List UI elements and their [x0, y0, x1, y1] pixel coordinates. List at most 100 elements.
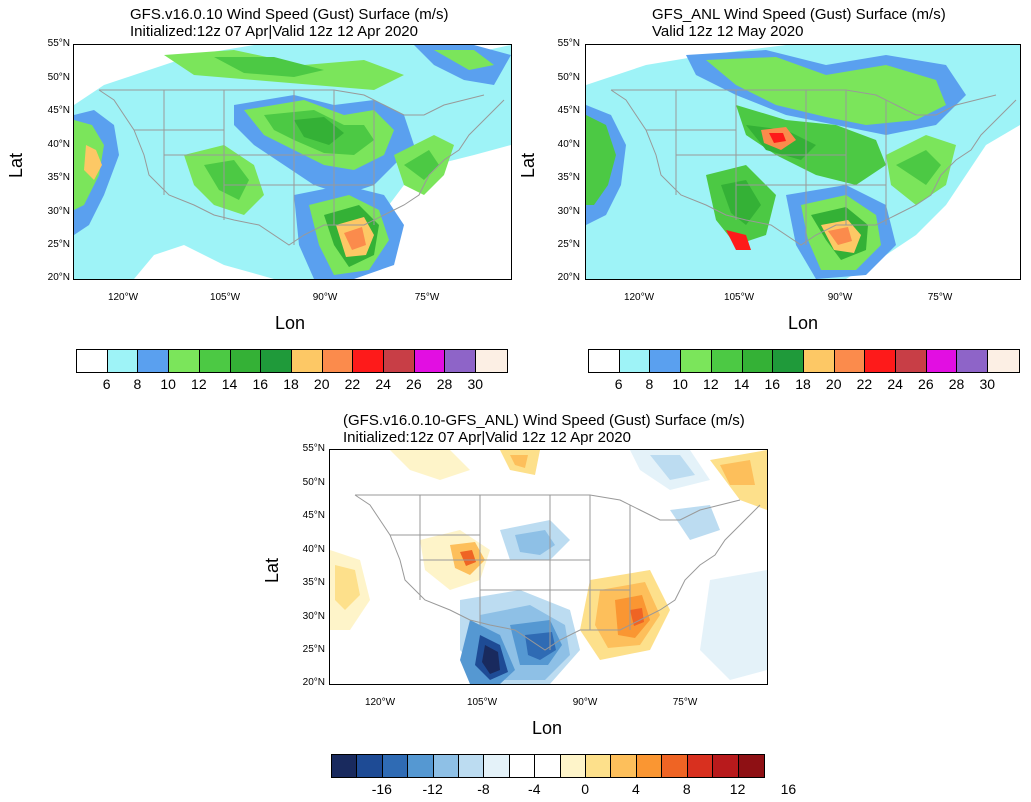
colorbar-swatch — [353, 350, 385, 372]
colorbar-label: 18 — [283, 376, 299, 392]
colorbar-swatch — [738, 755, 764, 777]
colorbar-label: 28 — [948, 376, 965, 392]
colorbar-label: 28 — [436, 376, 453, 392]
x-axis-label: Lon — [275, 313, 306, 333]
panel-title-line1: GFS.v16.0.10 Wind Speed (Gust) Surface (… — [130, 6, 449, 23]
colorbar-label: 6 — [614, 376, 623, 392]
ytick-label: 50°N — [302, 477, 325, 488]
colorbar-label: 12 — [191, 376, 207, 392]
x-axis-label: Lon — [532, 718, 563, 738]
colorbar-swatch — [107, 350, 139, 372]
diff-colorbar — [331, 754, 765, 778]
colorbar-swatch — [773, 350, 804, 372]
colorbar-swatch — [169, 350, 200, 372]
ytick-label: 55°N — [47, 38, 70, 49]
xtick-label: 105°W — [723, 292, 755, 303]
colorbar-swatch — [713, 755, 739, 777]
ytick-label: 45°N — [302, 510, 325, 521]
panel-title-line1: (GFS.v16.0.10-GFS_ANL) Wind Speed (Gust)… — [343, 412, 745, 429]
colorbar-label: -4 — [528, 781, 541, 797]
colorbar-swatch — [619, 350, 651, 372]
colorbar-label: 20 — [313, 376, 330, 392]
colorbar-label: 16 — [780, 781, 797, 797]
colorbar-swatch — [586, 755, 612, 777]
colorbar-label: 16 — [764, 376, 781, 392]
ytick-label: 30°N — [557, 206, 580, 217]
colorbar-swatch — [291, 350, 323, 372]
colorbar-label: 8 — [133, 376, 142, 392]
colorbar-swatch — [535, 755, 561, 777]
colorbar-swatch — [611, 755, 637, 777]
panel-title-line1: GFS_ANL Wind Speed (Gust) Surface (m/s) — [652, 6, 946, 23]
ytick-label: 40°N — [557, 139, 580, 150]
colorbar-label: 24 — [375, 376, 391, 392]
colorbar-swatch — [662, 755, 688, 777]
colorbar-swatch — [459, 755, 485, 777]
colorbar-label: 14 — [221, 376, 238, 392]
colorbar-label: 12 — [703, 376, 719, 392]
y-axis-label: Lat — [262, 557, 282, 583]
ytick-label: 40°N — [302, 544, 325, 555]
colorbar-label: 16 — [252, 376, 269, 392]
colorbar-swatch — [382, 755, 409, 777]
colorbar-swatch — [742, 350, 774, 372]
ytick-label: 20°N — [47, 272, 70, 283]
colorbar-swatch — [384, 350, 415, 372]
colorbar-label: -12 — [422, 781, 443, 797]
colorbar-swatch — [509, 755, 536, 777]
map-gfs-field — [74, 45, 511, 279]
colorbar-label: 22 — [856, 376, 873, 392]
ytick-label: 55°N — [557, 38, 580, 49]
map-anl-field — [586, 45, 1020, 279]
ytick-label: 20°N — [557, 272, 580, 283]
colorbar-label: 18 — [795, 376, 811, 392]
colorbar-swatch — [484, 755, 510, 777]
ytick-label: 50°N — [47, 72, 70, 83]
colorbar-swatch — [865, 350, 897, 372]
colorbar-swatch — [476, 350, 507, 372]
ytick-label: 40°N — [47, 139, 70, 150]
colorbar-swatch — [414, 350, 446, 372]
xtick-label: 105°W — [466, 697, 498, 708]
colorbar-label: 10 — [160, 376, 176, 392]
colorbar-label: -8 — [477, 781, 490, 797]
colorbar-label: 8 — [682, 781, 691, 797]
xtick-label: 90°W — [827, 292, 853, 303]
colorbar-swatch — [687, 755, 714, 777]
ytick-label: 30°N — [47, 206, 70, 217]
xtick-label: 105°W — [209, 292, 241, 303]
colorbar-swatch — [138, 350, 170, 372]
ytick-label: 35°N — [557, 172, 580, 183]
colorbar-label: -16 — [371, 781, 392, 797]
wind-colorbar-left — [76, 349, 508, 373]
colorbar-swatch — [988, 350, 1019, 372]
xtick-label: 120°W — [623, 292, 655, 303]
wind-colorbar-right — [588, 349, 1020, 373]
colorbar-swatch — [957, 350, 989, 372]
ytick-label: 25°N — [557, 239, 580, 250]
xtick-label: 75°W — [414, 292, 440, 303]
map-diff-field — [330, 450, 767, 684]
ytick-label: 25°N — [47, 239, 70, 250]
ytick-label: 20°N — [302, 677, 325, 688]
colorbar-label: 0 — [581, 781, 589, 797]
colorbar-label: 30 — [979, 376, 996, 392]
ytick-label: 30°N — [302, 611, 325, 622]
map-anl — [585, 44, 1021, 280]
colorbar-swatch — [589, 350, 620, 372]
xtick-label: 120°W — [107, 292, 139, 303]
colorbar-label: 30 — [467, 376, 484, 392]
colorbar-swatch — [322, 350, 354, 372]
panel-title-line2: Initialized:12z 07 Apr|Valid 12z 12 Apr … — [343, 429, 631, 446]
colorbar-label: 6 — [102, 376, 111, 392]
colorbar-label: 26 — [406, 376, 422, 392]
y-axis-label: Lat — [6, 152, 26, 178]
ytick-label: 25°N — [302, 644, 325, 655]
colorbar-swatch — [926, 350, 958, 372]
colorbar-swatch — [445, 350, 477, 372]
colorbar-label: 20 — [825, 376, 842, 392]
colorbar-swatch — [834, 350, 866, 372]
y-axis-label: Lat — [518, 152, 538, 178]
xtick-label: 90°W — [312, 292, 338, 303]
colorbar-label: 10 — [672, 376, 688, 392]
